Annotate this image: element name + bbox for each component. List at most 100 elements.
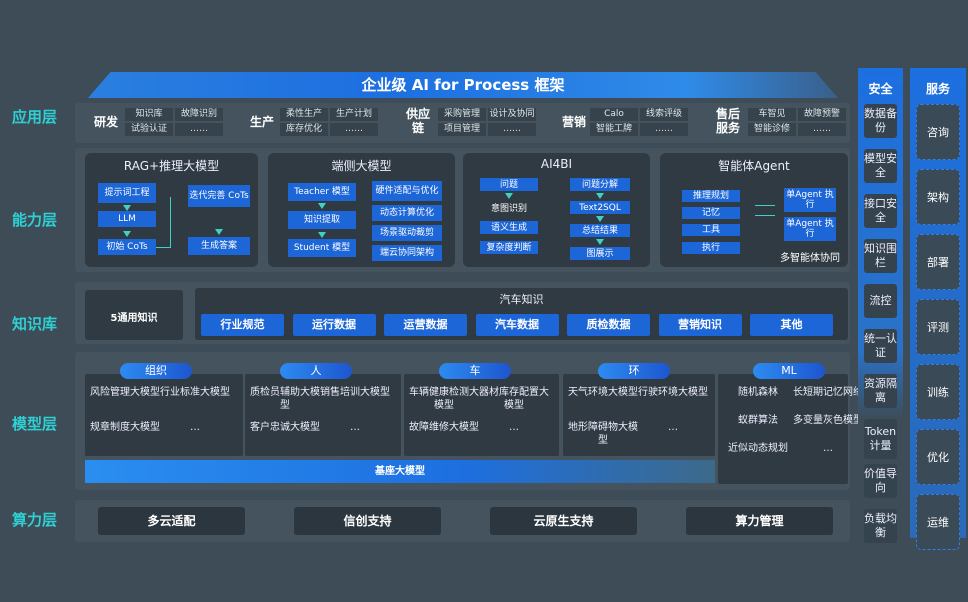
- model-item: …: [823, 443, 833, 454]
- app-item: ……: [330, 123, 378, 136]
- agent-item: 执行: [682, 242, 740, 254]
- model-item: …: [668, 422, 678, 433]
- rag-answer: 生成答案: [188, 237, 250, 255]
- ai4bi-title: AI4BI: [540, 157, 573, 171]
- edge-title: 端侧大模型: [331, 159, 392, 173]
- model-item: 多变量灰色模型: [793, 415, 863, 426]
- edge-feature: 端云协同架构: [372, 245, 442, 261]
- connector-line: [156, 247, 170, 248]
- knowledge-item: 质检数据: [567, 314, 650, 336]
- app-item: 知识库: [125, 108, 173, 121]
- compute-item: 算力管理: [686, 507, 833, 535]
- model-item: 长短期记忆网络: [793, 387, 863, 398]
- knowledge-item: 汽车数据: [475, 314, 559, 336]
- edge-model-panel: 端侧大模型 Teacher 模型 知识提取 Student 模型 硬件适配与优化…: [268, 153, 455, 267]
- security-item: 模型安全: [864, 149, 897, 183]
- agent-exec: 单Agent 执行: [784, 188, 836, 212]
- model-group-panel: [85, 374, 243, 456]
- model-group-pill: 组织: [120, 363, 192, 379]
- rag-step: 提示词工程: [98, 183, 156, 203]
- agent-panel: 智能体Agent 推理规划 记忆 工具 执行 单Agent 执行 单Agent …: [660, 153, 848, 267]
- model-item: 风险管理大模型: [90, 387, 160, 398]
- app-group-name: 研发: [93, 115, 118, 129]
- security-item: 统一认证: [864, 329, 897, 363]
- agent-item: 记忆: [682, 207, 740, 219]
- compute-item: 多云适配: [98, 507, 245, 535]
- app-item: 项目管理: [438, 123, 486, 136]
- layer-label-knowledge: 知识库: [12, 315, 58, 333]
- model-group-pill: 车: [439, 363, 511, 379]
- general-knowledge-box: 5通用知识: [85, 290, 183, 340]
- connector-line: [755, 205, 775, 206]
- security-item: 负载均衡: [864, 509, 897, 543]
- app-item: 试验认证: [125, 123, 173, 136]
- connector-line: [755, 215, 775, 216]
- arrow-down-icon: [596, 239, 604, 245]
- multi-agent-caption: 多智能体协同: [780, 253, 840, 264]
- rag-panel: RAG+推理大模型 提示词工程 LLM 初始 CoTs 迭代完善 CoTs 生成…: [85, 153, 258, 267]
- edge-feature: 动态计算优化: [372, 205, 442, 221]
- layer-label-model: 模型层: [12, 415, 58, 433]
- agent-title: 智能体Agent: [718, 159, 790, 173]
- service-title: 服务: [925, 82, 950, 96]
- model-group-panel: [718, 374, 848, 484]
- security-item: 流控: [864, 284, 897, 318]
- app-item: ……: [640, 123, 688, 136]
- knowledge-item: 运行数据: [292, 314, 376, 336]
- model-item: 客户忠诚大模型: [250, 422, 320, 433]
- agent-item: 推理规划: [682, 190, 740, 202]
- service-item: 部署: [916, 234, 960, 290]
- edge-step: 知识提取: [288, 211, 356, 229]
- model-item: …: [509, 422, 519, 433]
- general-knowledge-label: 5通用知识: [110, 313, 158, 324]
- rag-iterate: 迭代完善 CoTs: [188, 185, 250, 207]
- connector-line: [170, 197, 171, 248]
- model-item: 行业标准大模型: [160, 387, 230, 398]
- model-group-pill: 环: [598, 363, 670, 379]
- ai4bi-panel: AI4BI 问题 意图识别 语义生成 复杂度判断 问题分解 Text2SQL 总…: [463, 153, 650, 267]
- model-group-panel: [404, 374, 559, 456]
- app-item: ……: [798, 123, 846, 136]
- ai4bi-step: 语义生成: [480, 221, 538, 234]
- arrow-down-icon: [123, 231, 131, 237]
- edge-feature: 场景驱动裁剪: [372, 225, 442, 241]
- ai4bi-step: 总结结果: [570, 224, 630, 237]
- app-group-name: 供应链: [405, 107, 430, 135]
- model-item: 行驶环境大模型: [638, 387, 708, 398]
- rag-title: RAG+推理大模型: [123, 159, 220, 173]
- security-item: 价值导向: [864, 464, 897, 498]
- arrow-down-icon: [596, 193, 604, 199]
- ai4bi-question: 问题: [480, 178, 538, 191]
- app-item: 车智见: [748, 108, 796, 121]
- ai4bi-step: 复杂度判断: [480, 241, 538, 254]
- model-item: 质检员辅助大模型: [250, 387, 320, 411]
- model-item: 器材库存配置大模型: [479, 387, 549, 411]
- app-item: 生产计划: [330, 108, 378, 121]
- model-group-pill: ML: [753, 363, 825, 379]
- model-item: 车辆健康检测大模型: [409, 387, 479, 411]
- ai4bi-intent: 意图识别: [490, 204, 527, 214]
- service-item: 运维: [916, 494, 960, 550]
- service-item: 架构: [916, 169, 960, 225]
- knowledge-item: 运营数据: [384, 314, 467, 336]
- arrow-down-icon: [318, 203, 326, 209]
- service-column: 服务 咨询 架构 部署 评测 训练 优化 运维: [910, 68, 966, 550]
- app-item: 故障识别: [175, 108, 223, 121]
- app-item: 库存优化: [280, 123, 328, 136]
- model-group-panel: [245, 374, 401, 456]
- security-item: 资源隔离: [864, 374, 897, 408]
- app-item: 智能工牌: [590, 123, 638, 136]
- knowledge-item: 营销知识: [658, 314, 742, 336]
- model-group-pill: 人: [280, 363, 352, 379]
- framework-title: 企业级 AI for Process 框架: [88, 72, 838, 98]
- rag-step: 初始 CoTs: [98, 239, 156, 255]
- app-item: 采购管理: [438, 108, 486, 121]
- app-item: 智能诊修: [748, 123, 796, 136]
- ai4bi-step: Text2SQL: [570, 201, 630, 214]
- security-column: 安全 数据备份 模型安全 接口安全 知识围栏 流控 统一认证 资源隔离 Token计量 价值导向…: [858, 68, 903, 543]
- app-group-name: 售后服务: [715, 107, 740, 135]
- arrow-down-icon: [596, 216, 604, 222]
- app-item: 故障预警: [798, 108, 846, 121]
- service-item: 咨询: [916, 104, 960, 160]
- arrow-down-icon: [318, 232, 326, 238]
